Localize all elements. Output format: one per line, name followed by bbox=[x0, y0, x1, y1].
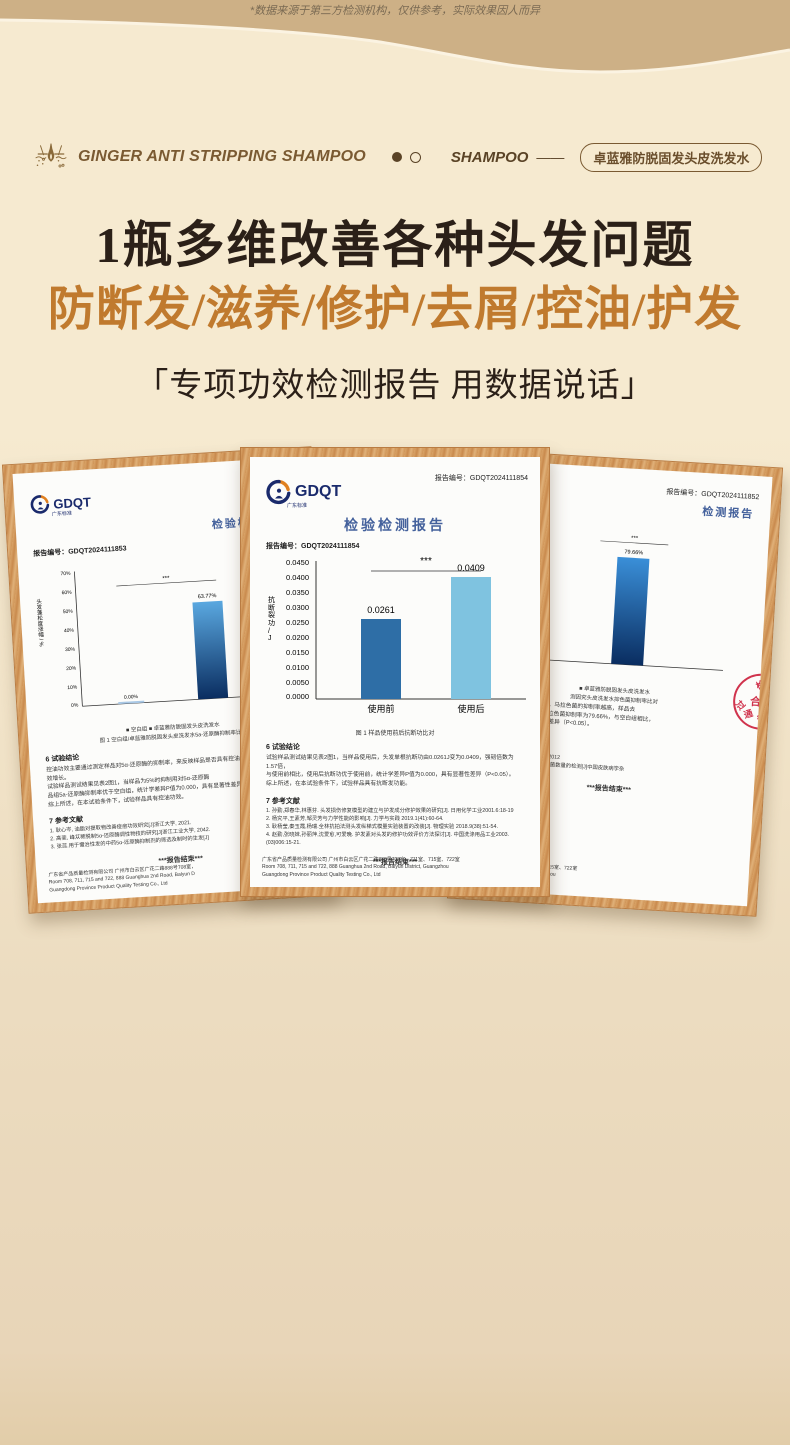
svg-text:0.0150: 0.0150 bbox=[286, 648, 309, 657]
svg-text:79.66%: 79.66% bbox=[624, 549, 643, 556]
svg-text:0.0050: 0.0050 bbox=[286, 678, 309, 687]
svg-text:0.00%: 0.00% bbox=[124, 694, 139, 701]
svg-text:0.0200: 0.0200 bbox=[286, 633, 309, 642]
svg-text:0.0261: 0.0261 bbox=[367, 605, 395, 615]
svg-text:0.0250: 0.0250 bbox=[286, 618, 309, 627]
svg-text:0.0400: 0.0400 bbox=[286, 573, 309, 582]
svg-text:0.0450: 0.0450 bbox=[286, 558, 309, 567]
svg-text:***: *** bbox=[631, 536, 639, 542]
svg-text:70%: 70% bbox=[60, 571, 71, 578]
svg-text:0.0409: 0.0409 bbox=[457, 563, 485, 573]
svg-text:63.77%: 63.77% bbox=[198, 593, 217, 600]
svg-text:10%: 10% bbox=[67, 684, 78, 691]
svg-text:0.0100: 0.0100 bbox=[286, 663, 309, 672]
svg-text:核: 核 bbox=[755, 710, 768, 724]
svg-text:40%: 40% bbox=[64, 628, 75, 635]
svg-text:0.0000: 0.0000 bbox=[286, 692, 309, 701]
svg-text:检: 检 bbox=[754, 678, 767, 692]
svg-text:20%: 20% bbox=[66, 666, 77, 673]
svg-text:合格: 合格 bbox=[750, 694, 773, 709]
svg-text:50%: 50% bbox=[63, 609, 74, 616]
svg-text:***: *** bbox=[162, 576, 170, 582]
svg-text:使用前: 使用前 bbox=[367, 703, 394, 714]
svg-text:0.0300: 0.0300 bbox=[286, 603, 309, 612]
svg-text:***: *** bbox=[420, 556, 432, 567]
svg-text:使用后: 使用后 bbox=[457, 703, 484, 714]
svg-text:0.0350: 0.0350 bbox=[286, 588, 309, 597]
svg-text:30%: 30% bbox=[65, 647, 76, 654]
svg-text:0%: 0% bbox=[71, 702, 79, 708]
svg-text:60%: 60% bbox=[61, 590, 72, 597]
svg-text:测: 测 bbox=[766, 677, 772, 688]
